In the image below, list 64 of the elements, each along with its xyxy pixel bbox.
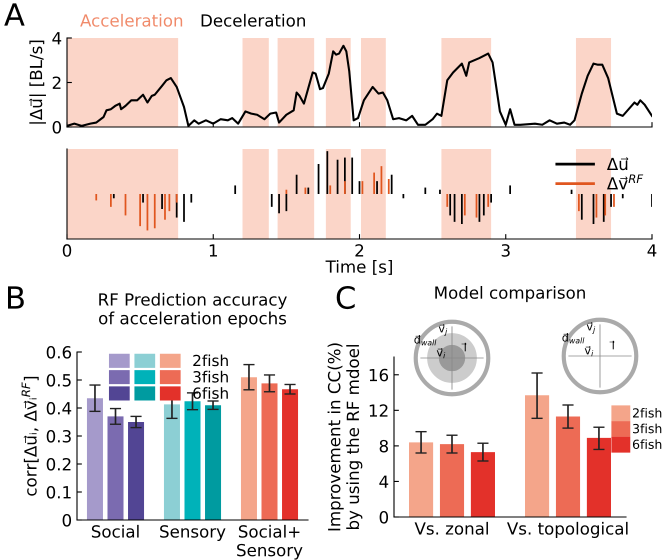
y-tick-label: 0.6 [46, 346, 72, 359]
text: d⃗$_{wall}$ [414, 335, 436, 346]
y-tick-label: 0.4 [46, 402, 72, 415]
legend-label: 3fish [633, 424, 662, 434]
x-tick-label: 1 [210, 244, 218, 257]
y-axis-title: corr[Δu⃗ᵢ, Δv⃗ᵢ$^{RF}$] [22, 376, 39, 496]
y-axis-title: Improvement in CC(%) by using the RF mdoel [328, 343, 362, 530]
text: l⃗ [462, 342, 466, 352]
y-tick-label: 4 [379, 476, 388, 488]
x-tick-label: Vs. zonal [414, 522, 488, 535]
text: v⃗$_{j}$ [438, 324, 448, 336]
text: Deceleration [202, 14, 305, 27]
x-tick-label: Social [92, 524, 139, 538]
x-tick-label: 2 [355, 244, 364, 257]
text: d⃗$_{wall}$ [562, 333, 584, 344]
y-tick-label: 16 [370, 368, 388, 382]
bar [205, 405, 222, 520]
bar [261, 383, 278, 520]
y-tick-label: 12 [370, 404, 388, 417]
x-tick-label: Sensory [160, 525, 226, 541]
y-tick-label: 0.3 [46, 430, 71, 443]
text: C [336, 286, 355, 310]
legend-label: 3fish [193, 370, 228, 383]
bar [556, 416, 580, 517]
y-axis-title: |Δu⃗| [BL/s] [29, 40, 46, 124]
chart-title: RF Prediction accuracy of acceleration epochs [99, 292, 287, 328]
legend-label: Δv⃗$^{RF}$ [606, 174, 644, 190]
legend-label: 6fish [193, 387, 228, 399]
bar [525, 395, 550, 517]
bar [86, 398, 103, 520]
bar [409, 442, 434, 517]
y-tick-label: 0.1 [46, 486, 71, 499]
x-tick-label: Social+ Sensory [237, 524, 302, 560]
text: Acceleration [80, 14, 182, 27]
y-tick-label: 4 [52, 32, 62, 44]
legend-label: 6fish [632, 439, 662, 450]
y-tick-label: 0.2 [46, 458, 70, 471]
y-tick-label: 0.5 [46, 374, 71, 387]
annotation: v⃗$_{i}$ [436, 348, 446, 358]
text: v⃗$_{i}$ [584, 346, 594, 356]
y-tick-label: 0 [52, 120, 62, 134]
text: l⃗ [610, 340, 614, 350]
text: B [8, 286, 24, 309]
text: v⃗$_{j}$ [586, 322, 596, 334]
bar [107, 416, 124, 520]
y-tick-label: 0 [380, 510, 388, 524]
bar [240, 377, 257, 520]
bar [470, 452, 495, 517]
x-tick-label: 3 [502, 244, 510, 257]
y-tick-label: 8 [380, 440, 388, 452]
bar [440, 444, 464, 517]
x-tick-label: 4 [648, 244, 656, 257]
chart-title: Model comparison [435, 286, 585, 302]
x-tick-label: Vs. topological [507, 522, 628, 538]
x-axis-title: Time [s] [326, 260, 392, 275]
text: A [4, 3, 25, 26]
legend-label: 2fish [632, 408, 662, 418]
y-tick-label: 2 [52, 76, 60, 89]
legend-label: 2fish [193, 354, 228, 366]
bar [184, 401, 201, 520]
bar [128, 422, 144, 520]
bar [164, 404, 180, 520]
bar [282, 389, 298, 520]
legend-label: Δu⃗ [606, 157, 628, 170]
